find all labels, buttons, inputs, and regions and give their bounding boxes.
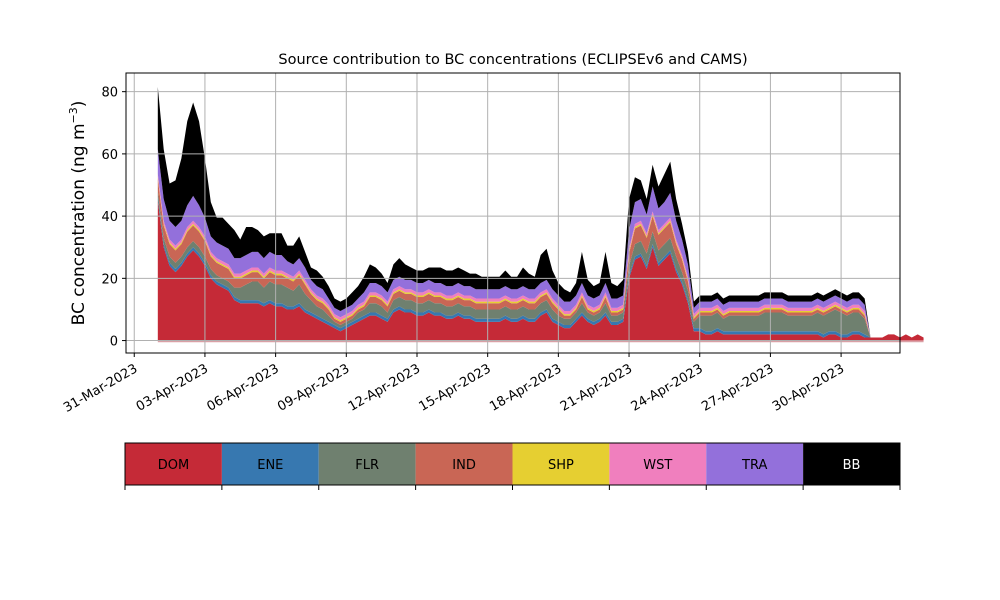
legend-swatch-dom xyxy=(125,443,222,485)
chart-title: Source contribution to BC concentrations… xyxy=(278,52,747,68)
legend-label-shp: SHP xyxy=(548,458,574,473)
y-tick-label: 60 xyxy=(101,148,118,163)
y-tick-label: 20 xyxy=(101,272,118,287)
y-tick-label: 0 xyxy=(110,335,118,350)
y-axis-label-close: ) xyxy=(69,101,89,108)
legend: DOM ENE FLR IND SHP WST TRA BB xyxy=(124,442,901,490)
x-tick-label: 27-Apr-2023 xyxy=(699,361,776,414)
legend-swatch-bb xyxy=(803,443,900,485)
x-tick-label: 09-Apr-2023 xyxy=(275,361,352,414)
legend-label-tra: TRA xyxy=(741,458,767,473)
x-tick-label: 06-Apr-2023 xyxy=(204,361,281,414)
y-axis-label: BC concentration (ng m−3) xyxy=(67,101,89,326)
x-tick-label: 03-Apr-2023 xyxy=(134,361,211,414)
y-axis: 0 20 40 60 80 xyxy=(101,86,126,350)
x-tick-label: 30-Apr-2023 xyxy=(770,361,847,414)
legend-label-flr: FLR xyxy=(355,458,379,473)
legend-swatch-tra xyxy=(706,443,804,485)
legend-label-dom: DOM xyxy=(158,458,189,473)
legend-swatch-shp xyxy=(512,443,610,485)
legend-swatch-wst xyxy=(609,443,707,485)
x-tick-label: 12-Apr-2023 xyxy=(346,361,423,414)
area-flr xyxy=(157,191,924,338)
x-tick-label: 18-Apr-2023 xyxy=(487,361,564,414)
x-axis: 31-Mar-202303-Apr-202306-Apr-202309-Apr-… xyxy=(61,353,847,416)
y-axis-label-sup: −3 xyxy=(67,107,80,123)
area-dom xyxy=(157,200,924,341)
stacked-areas xyxy=(157,87,924,343)
legend-label-wst: WST xyxy=(643,458,672,473)
axes-frame xyxy=(125,72,901,354)
legend-swatch-flr xyxy=(318,443,416,485)
legend-swatch-ene xyxy=(221,443,319,485)
x-tick-label: 15-Apr-2023 xyxy=(417,361,494,414)
x-tick-label: 31-Mar-2023 xyxy=(61,361,140,415)
legend-swatch-ind xyxy=(415,443,513,485)
legend-label-bb: BB xyxy=(843,458,861,473)
y-tick-label: 40 xyxy=(101,210,118,225)
grid-lines xyxy=(126,73,900,353)
x-tick-label: 24-Apr-2023 xyxy=(629,361,706,414)
legend-label-ene: ENE xyxy=(257,458,283,473)
y-tick-label: 80 xyxy=(101,86,118,101)
legend-label-ind: IND xyxy=(452,458,476,473)
y-axis-label-main: BC concentration (ng m xyxy=(69,123,89,325)
x-tick-label: 21-Apr-2023 xyxy=(558,361,635,414)
